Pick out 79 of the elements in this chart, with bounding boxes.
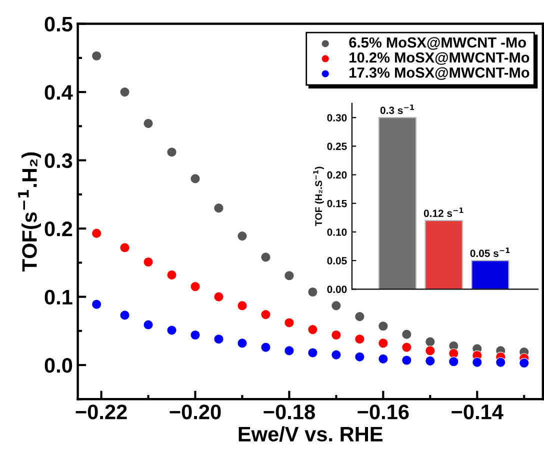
x-tick-label: −0.16 — [358, 404, 409, 420]
point — [448, 356, 459, 367]
point — [260, 342, 271, 352]
x-tick-label: −0.18 — [264, 404, 315, 420]
point — [284, 318, 294, 328]
point — [472, 357, 482, 368]
y-tick-label: 0.0 — [44, 358, 72, 373]
point — [214, 292, 224, 302]
point — [260, 309, 271, 320]
point — [402, 342, 412, 352]
point — [402, 355, 412, 366]
point — [190, 281, 200, 292]
point — [214, 334, 224, 344]
point — [354, 334, 365, 344]
y-tick-label: 0.00 — [327, 286, 347, 294]
point — [91, 228, 102, 238]
point — [354, 352, 365, 362]
point — [354, 311, 365, 322]
y-tick-label: 0.05 — [327, 257, 347, 264]
data-label: 0.3 s$^{−1}$ — [380, 104, 414, 114]
point — [143, 256, 154, 268]
point — [425, 336, 436, 347]
point — [143, 118, 154, 129]
x-axis-title: Ewe/V vs. RHE — [238, 426, 382, 442]
point — [331, 300, 342, 311]
bar — [424, 220, 463, 290]
point — [143, 320, 154, 330]
y-tick-label: 0.25 — [327, 142, 347, 150]
y-tick-label: 0.20 — [327, 171, 347, 179]
y-tick-label: 0.5 — [44, 16, 72, 32]
y-tick-label: 0.1 — [44, 290, 72, 305]
y-tick-label: 0.15 — [327, 200, 347, 208]
y-axis-title: TOF(s$^{−1}$.H₂) — [18, 152, 41, 272]
point — [284, 270, 294, 281]
point — [496, 357, 506, 368]
x-tick-label: −0.20 — [170, 404, 221, 420]
legend-label: 10.2% MoSX@MWCNT-Mo — [350, 52, 530, 65]
y-axis-title: TOF (H₂.S$^{−1}$) — [313, 166, 324, 226]
point — [91, 50, 102, 61]
point — [378, 338, 388, 348]
point — [166, 325, 177, 336]
y-tick-label: 0.3 — [44, 153, 72, 168]
point — [425, 346, 436, 356]
bar — [378, 117, 417, 290]
point — [378, 354, 388, 364]
point — [214, 202, 224, 214]
x-tick-label: −0.14 — [452, 404, 504, 420]
legend-label: 17.3% MoSX@MWCNT-Mo — [350, 67, 530, 80]
point — [166, 147, 177, 158]
point — [519, 358, 530, 368]
point — [331, 330, 342, 340]
point — [378, 321, 388, 332]
bar — [471, 260, 510, 290]
point — [120, 86, 130, 98]
point — [91, 299, 102, 310]
y-tick-label: 0.30 — [327, 114, 347, 122]
point — [120, 310, 130, 320]
legend-label: 6.5% MoSX@MWCNT -Mo — [349, 37, 526, 50]
data-label: 0.12 s$^{−1}$ — [424, 208, 464, 217]
point — [308, 348, 318, 358]
y-tick-label: 0.10 — [327, 228, 347, 236]
point — [308, 324, 318, 335]
point — [331, 350, 342, 360]
point — [402, 329, 412, 340]
point — [166, 270, 177, 280]
point — [308, 286, 318, 298]
x-tick-label: −0.22 — [76, 404, 127, 420]
y-tick-label: 0.4 — [44, 85, 73, 100]
point — [260, 252, 271, 262]
point — [190, 330, 200, 340]
y-tick-label: 0.2 — [44, 222, 72, 236]
point — [237, 300, 248, 311]
point — [284, 346, 294, 356]
point — [120, 242, 130, 253]
point — [237, 338, 248, 348]
point — [237, 230, 248, 242]
point — [190, 174, 200, 184]
data-label: 0.05 s$^{−1}$ — [470, 248, 510, 258]
point — [425, 356, 436, 366]
